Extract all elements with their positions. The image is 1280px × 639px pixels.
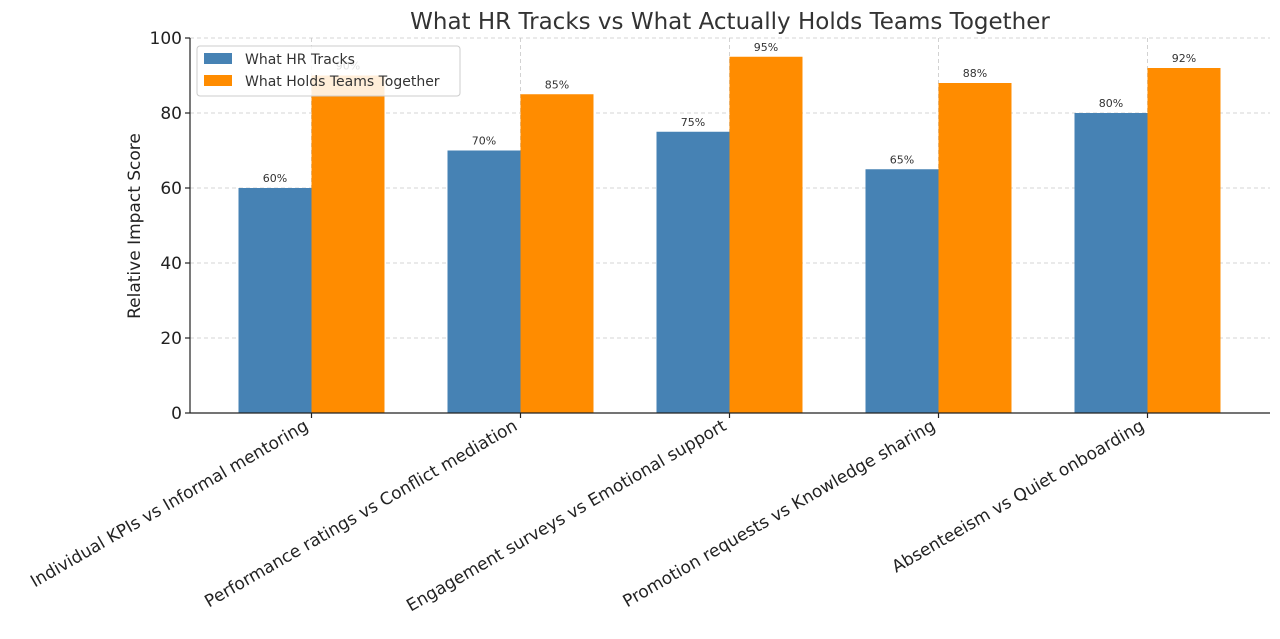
bar-data-label: 80% [1099,97,1123,110]
y-tick-label: 80 [160,104,182,124]
legend-label: What Holds Teams Together [245,74,440,90]
x-tick-label: Engagement surveys vs Emotional support [403,416,730,616]
legend-swatch [204,75,232,86]
bar [729,56,803,413]
legend-box [196,45,461,97]
bar-data-label: 60% [263,172,287,185]
bar-data-label: 88% [963,67,987,80]
legend-swatch [204,53,232,64]
bar-data-label: 85% [545,78,569,91]
y-tick-label: 100 [150,29,182,49]
x-tick-label: Absenteeism vs Quiet onboarding [889,416,1148,577]
bar [656,131,730,413]
bar [520,94,594,413]
bar [311,75,385,413]
chart-title: What HR Tracks vs What Actually Holds Te… [410,9,1050,35]
legend: What HR Tracks What Holds Teams Together [196,45,461,97]
legend-label: What HR Tracks [245,52,355,68]
y-tick-label: 60 [160,179,182,199]
bar-data-label: 65% [890,153,914,166]
bar [447,150,521,413]
bar-data-label: 75% [681,116,705,129]
bars-layer [238,56,1221,413]
bar-data-label: 92% [1172,52,1196,65]
bar [1147,68,1221,413]
bar-data-label: 95% [754,41,778,54]
bar [865,169,939,413]
y-tick-label: 20 [160,329,182,349]
bar [238,188,312,413]
bar-data-label: 70% [472,135,496,148]
y-tick-label: 40 [160,254,182,274]
bar [938,83,1012,413]
y-axis-label: Relative Impact Score [125,133,145,319]
bar [1074,113,1148,413]
y-tick-label: 0 [171,404,182,424]
